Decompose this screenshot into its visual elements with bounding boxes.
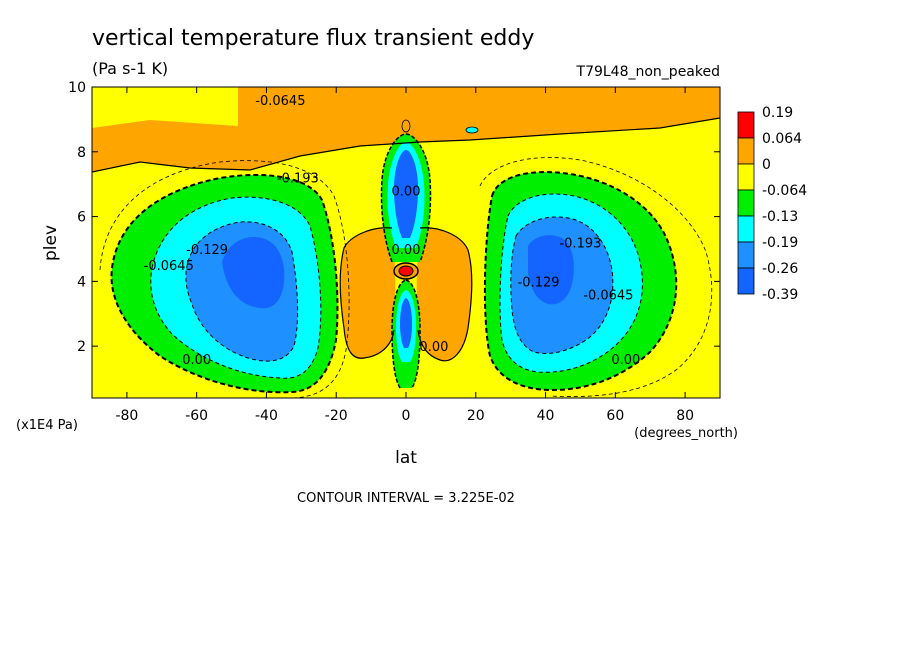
y-tick-label: 10 [68, 80, 86, 96]
colorbar-swatch [737, 215, 755, 243]
contour-value-label: -0.129 [186, 243, 228, 258]
contour-value-label: 0.00 [611, 353, 640, 368]
contour-value-label: -0.193 [559, 237, 601, 252]
y-tick-label: 4 [77, 274, 86, 290]
positive-region-center-right [416, 227, 472, 361]
contour-value-label: 0.00 [182, 353, 211, 368]
lobe-left-core [222, 237, 285, 309]
colorbar-swatch [737, 137, 755, 165]
y-tick-label: 2 [77, 339, 86, 355]
x-tick-label: 80 [676, 408, 694, 424]
lobe-right-core [528, 235, 574, 305]
contour-value-label: -0.0645 [583, 288, 633, 303]
x-tick-label: 20 [467, 408, 485, 424]
x-axis-units: (degrees_north) [634, 426, 738, 441]
column-lower-blue [400, 298, 412, 348]
chart-title: vertical temperature flux transient eddy [92, 26, 534, 51]
small-positive-blob [401, 119, 411, 133]
colorbar-label: -0.064 [762, 183, 807, 199]
positive-region-center-left [340, 227, 396, 359]
x-tick-label: -20 [325, 408, 348, 424]
y-axis-label: plev [41, 225, 61, 261]
contour-interval-note: CONTOUR INTERVAL = 3.225E-02 [297, 491, 515, 506]
colorbar-swatch [737, 111, 755, 139]
contour-value-label: 0.00 [392, 243, 421, 258]
x-tick-label: 0 [402, 408, 411, 424]
y-tick-label: 6 [77, 210, 86, 226]
contour-value-label: -0.0645 [255, 94, 305, 109]
colorbar-swatch [737, 267, 755, 295]
colorbar-swatch [737, 189, 755, 217]
small-negative-blob [465, 126, 479, 134]
y-axis: 2 4 6 8 10 [68, 80, 720, 355]
colorbar: 0.19 0.064 0 -0.064 -0.13 -0.19 -0.26 -0.39 [737, 105, 807, 303]
colorbar-label: -0.26 [762, 261, 798, 277]
colorbar-label: 0 [762, 157, 771, 173]
contour-value-label: 0.00 [419, 340, 448, 355]
contour-value-label: -0.129 [518, 275, 560, 290]
colorbar-label: 0.19 [762, 105, 793, 121]
chart-units: (Pa s-1 K) [92, 59, 168, 78]
contour-value-label: 0.00 [392, 185, 421, 200]
positive-max-core [398, 265, 414, 277]
x-tick-label: 40 [537, 408, 555, 424]
x-tick-label: -40 [255, 408, 278, 424]
colorbar-label: -0.13 [762, 209, 798, 225]
colorbar-label: -0.39 [762, 287, 798, 303]
contour-value-label: -0.193 [277, 172, 319, 187]
column-upper-blue [394, 150, 418, 238]
contour-lines [92, 117, 720, 398]
colorbar-label: 0.064 [762, 131, 802, 147]
x-tick-label: -60 [185, 408, 208, 424]
colorbar-label: -0.19 [762, 235, 798, 251]
x-axis: -80 -60 -40 -20 0 20 40 60 80 [115, 87, 694, 424]
contour-value-label: -0.0645 [144, 259, 194, 274]
x-tick-label: -80 [115, 408, 138, 424]
x-axis-label: lat [395, 448, 417, 468]
colorbar-swatch [737, 163, 755, 191]
colorbar-swatch [737, 241, 755, 269]
dataset-label: T79L48_non_peaked [576, 64, 720, 80]
y-axis-units: (x1E4 Pa) [16, 418, 78, 433]
x-tick-label: 60 [606, 408, 624, 424]
y-tick-label: 8 [77, 145, 86, 161]
contour-label-layer: 0.000.000.00-0.0645-0.129-0.0645-0.129-0… [144, 94, 641, 368]
plot-area: 0.000.000.00-0.0645-0.129-0.0645-0.129-0… [92, 87, 720, 398]
